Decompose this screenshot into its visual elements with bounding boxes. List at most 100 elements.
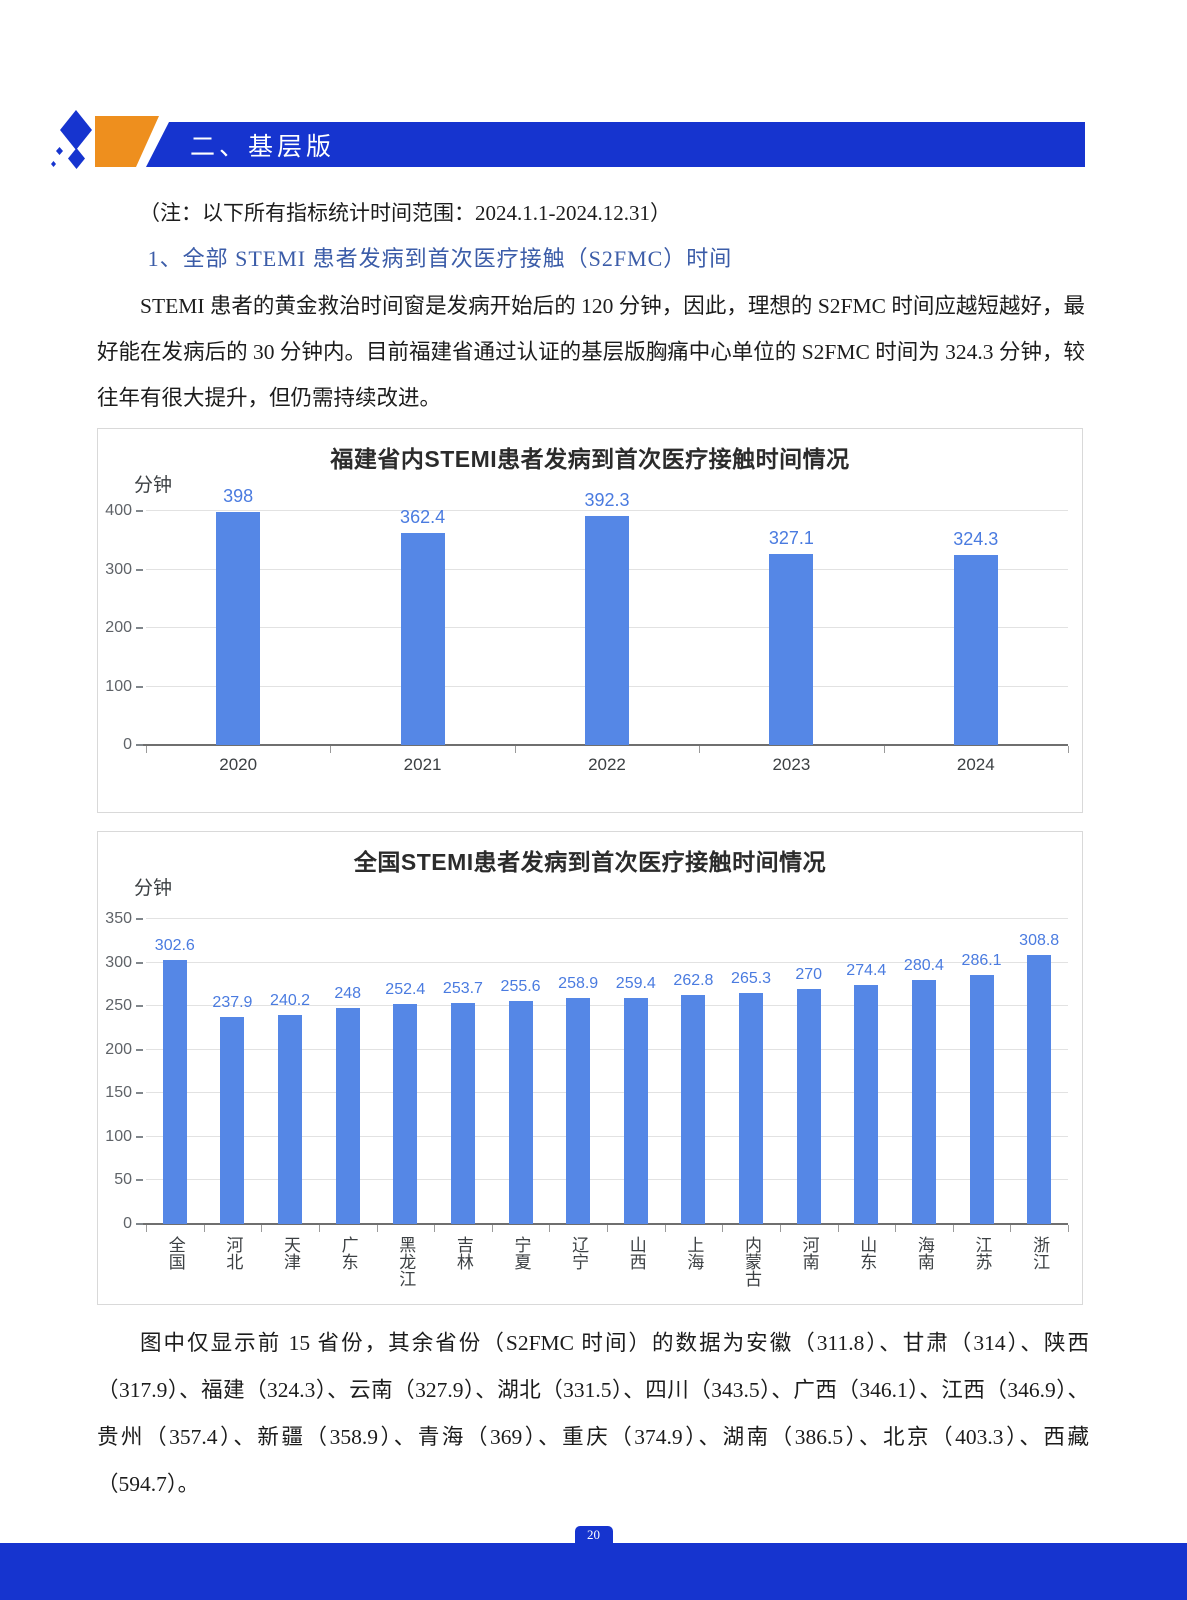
x-axis-tick-mark [434,1225,436,1232]
bar [969,974,994,1224]
x-axis-tick-mark [952,1225,954,1232]
bar-value-label: 324.3 [953,529,999,550]
page-number: 20 [587,1526,600,1542]
x-axis-category-label: 山东 [857,1236,877,1270]
bar-slot: 327.1 2023 [699,511,883,774]
bar-value-label: 253.7 [442,979,483,997]
y-axis-tick-label: 350 [105,910,132,927]
bar-slot: 302.6 全国 [146,919,204,1270]
bar-value-label: 270 [795,965,823,983]
y-axis-tick-label: 200 [105,1040,132,1058]
gridline [146,510,1068,511]
x-axis-category-label: 2021 [403,755,442,774]
bar-slot: 308.8 浙江 [1010,919,1068,1270]
x-axis-tick-mark [699,746,701,753]
x-axis-tick-mark [261,1225,263,1232]
x-axis-category-label: 浙江 [1030,1236,1050,1270]
gridline [146,918,1068,919]
bar [681,995,706,1224]
x-axis-tick-mark [1068,1225,1069,1232]
gridline [146,1005,1068,1007]
bar [508,1001,533,1224]
bar [566,998,591,1224]
chart-title: 福建省内STEMI患者发病到首次医疗接触时间情况 [330,446,850,472]
bar-slot: 255.6 宁夏 [492,919,550,1270]
x-axis-tick-mark [203,1225,205,1232]
x-axis-category-label: 2020 [219,755,258,774]
gridline [146,961,1068,963]
bar-value-label: 240.2 [270,991,311,1009]
other-provinces-footnote: 图中仅显示前 15 省份，其余省份（S2FMC 时间）的数据为安徽（311.8）… [97,1331,1089,1496]
y-axis-tick-mark [136,685,143,688]
plot-area: 0 50 100 150 200 250 300 350 302.6 全国 237.9 河北 240.2… [105,910,1069,1287]
bar-slot: 240.2 天津 [261,919,319,1270]
x-axis-category-label: 2024 [956,755,995,774]
y-axis-tick-mark [136,1005,143,1008]
y-axis-tick-mark [136,568,143,571]
bar [796,988,821,1224]
x-axis-tick-mark [491,1225,493,1232]
bar [769,553,814,745]
gridline [146,1092,1068,1094]
bar-value-label: 302.6 [154,937,195,955]
bar-slot: 270 河南 [780,919,838,1270]
x-axis-tick-mark [1068,746,1069,753]
x-axis-tick-mark [837,1225,839,1232]
decorative-diamond-icon [56,147,63,155]
bar-value-label: 252.4 [385,981,426,999]
y-axis-tick-label: 250 [105,997,132,1015]
bar [450,1002,475,1224]
bar [400,533,445,745]
x-axis-tick-mark [514,746,516,753]
x-axis-category-label: 宁夏 [511,1236,531,1270]
bar-value-label: 286.1 [961,951,1002,969]
bar-slot: 286.1 江苏 [953,919,1011,1270]
x-axis-category-label: 海南 [914,1236,934,1270]
bar-slot: 258.9 辽宁 [549,919,607,1270]
section-banner-title: 二、基层版 [190,133,336,161]
y-axis-tick-label: 0 [123,736,132,753]
bar-slot: 392.3 2022 [515,490,699,774]
subsection-heading: 1、全部 STEMI 患者发病到首次医疗接触（S2FMC）时间 [147,246,733,271]
y-axis-tick-mark [136,1179,143,1182]
y-axis-tick-mark [136,961,143,964]
bar-slot: 252.4 黑龙江 [377,919,435,1287]
x-axis-category-label: 辽宁 [569,1236,589,1270]
page-number-badge: 20 [574,1526,613,1543]
footer-bar [0,1543,1187,1600]
x-axis-category-label: 全国 [165,1236,185,1270]
fujian-s2fmc-chart: 福建省内STEMI患者发病到首次医疗接触时间情况 分钟 0 100 200 300 40… [97,428,1083,813]
x-axis-tick-mark [330,746,332,753]
bar-value-label: 258.9 [558,975,599,993]
x-axis-category-label: 江苏 [972,1236,992,1270]
x-axis-tick-mark [607,1225,608,1232]
bar-slot: 237.9 河北 [204,919,262,1270]
bar [216,512,261,745]
bar-slot: 362.4 2021 [330,507,514,774]
bar [953,555,998,745]
bar-slot: 398 2020 [146,486,330,774]
y-axis-tick-mark [136,744,143,746]
decorative-diamond-icon [51,161,56,167]
x-axis-category-label: 2023 [772,755,811,774]
bar-slot: 274.4 山东 [838,919,896,1270]
y-axis-tick-label: 50 [114,1171,132,1189]
decorative-diamond-icon [60,110,92,150]
y-axis-unit-label: 分钟 [134,878,173,899]
bar-value-label: 392.3 [584,489,630,510]
bar-value-label: 265.3 [731,969,772,987]
bar-slot: 265.3 内蒙古 [722,919,780,1287]
section-banner: 二、基层版 [146,122,1085,167]
x-axis-category-label: 河南 [799,1236,819,1270]
bar-slot: 280.4 海南 [895,919,953,1270]
gridline [146,1048,1068,1050]
y-axis-tick-mark [136,1092,143,1095]
bar-slot: 324.3 2024 [884,511,1068,774]
x-axis-line [140,744,1068,746]
x-axis-tick-mark [318,1225,320,1232]
bar [162,960,187,1224]
y-axis-unit-label: 分钟 [134,475,173,496]
bar [278,1014,303,1224]
bar [854,984,879,1224]
